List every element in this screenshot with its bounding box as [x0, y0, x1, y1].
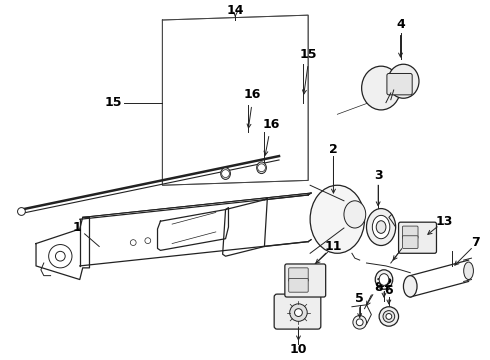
Ellipse shape — [403, 276, 417, 297]
Text: 2: 2 — [329, 143, 338, 156]
Text: 10: 10 — [290, 343, 307, 356]
Text: 5: 5 — [355, 292, 364, 306]
Ellipse shape — [464, 262, 473, 279]
FancyBboxPatch shape — [285, 264, 326, 297]
Circle shape — [18, 208, 25, 215]
Circle shape — [221, 170, 229, 177]
FancyBboxPatch shape — [398, 222, 437, 253]
Ellipse shape — [375, 270, 393, 289]
Text: 9: 9 — [403, 235, 412, 248]
Text: 14: 14 — [226, 4, 244, 17]
Text: 16: 16 — [263, 117, 280, 131]
Ellipse shape — [294, 309, 302, 316]
Ellipse shape — [372, 215, 390, 239]
Ellipse shape — [310, 185, 365, 253]
Ellipse shape — [367, 208, 395, 246]
Ellipse shape — [356, 319, 363, 326]
Ellipse shape — [379, 307, 398, 326]
FancyBboxPatch shape — [274, 294, 321, 329]
Text: 7: 7 — [471, 236, 480, 249]
Circle shape — [258, 164, 266, 172]
FancyBboxPatch shape — [402, 236, 418, 248]
Ellipse shape — [388, 64, 419, 98]
Ellipse shape — [379, 274, 389, 285]
Text: 16: 16 — [243, 88, 261, 102]
Ellipse shape — [362, 66, 400, 110]
Ellipse shape — [353, 315, 367, 329]
Ellipse shape — [383, 311, 394, 322]
Text: 15: 15 — [105, 96, 122, 109]
Ellipse shape — [220, 168, 230, 179]
Text: 13: 13 — [436, 215, 453, 228]
Ellipse shape — [344, 201, 366, 228]
Ellipse shape — [290, 304, 307, 321]
Text: 11: 11 — [325, 240, 342, 253]
FancyBboxPatch shape — [387, 73, 412, 95]
Text: 1: 1 — [73, 221, 81, 234]
Text: 8: 8 — [374, 281, 383, 294]
Text: 6: 6 — [385, 284, 393, 297]
FancyBboxPatch shape — [289, 279, 308, 292]
Text: 3: 3 — [374, 169, 383, 182]
Ellipse shape — [376, 221, 386, 233]
FancyBboxPatch shape — [402, 226, 418, 239]
Text: 4: 4 — [396, 18, 405, 31]
Ellipse shape — [257, 162, 267, 174]
Text: 12: 12 — [375, 277, 393, 290]
Ellipse shape — [386, 314, 392, 319]
FancyBboxPatch shape — [289, 268, 308, 282]
Text: 15: 15 — [299, 48, 317, 60]
